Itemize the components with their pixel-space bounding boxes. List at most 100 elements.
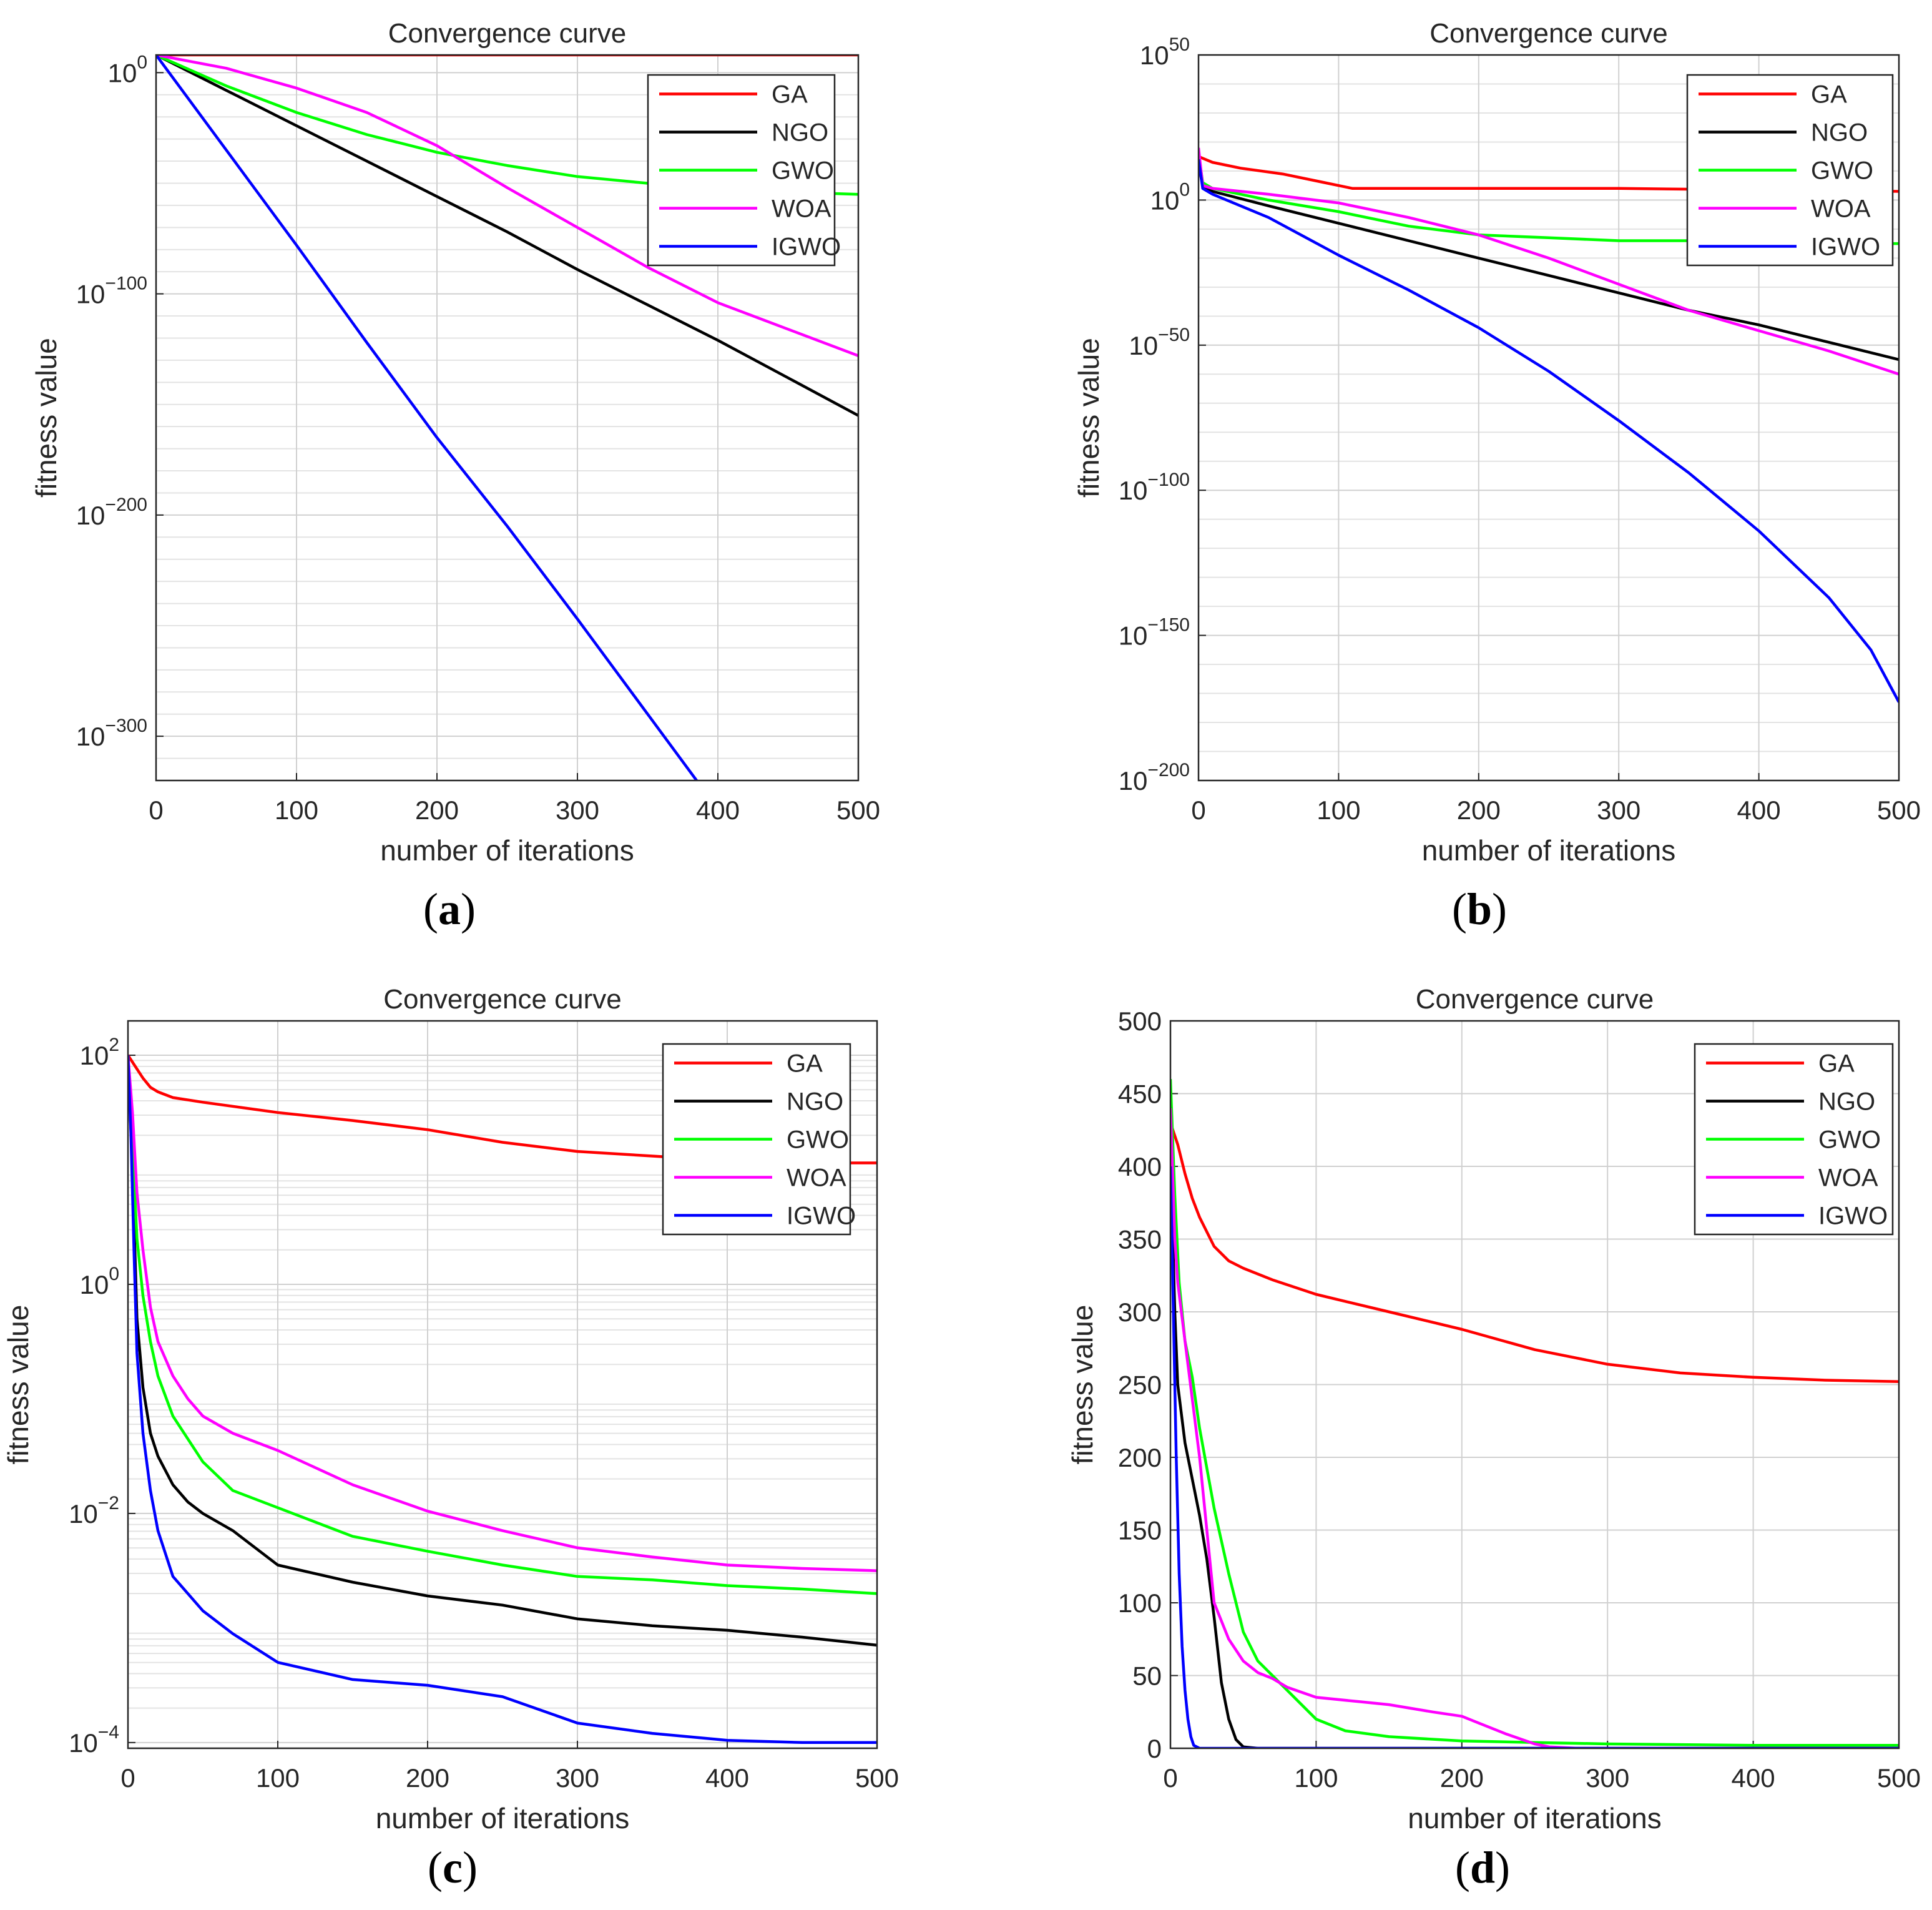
- x-axis-label: number of iterations: [380, 834, 634, 867]
- legend-label-igwo: IGWO: [1811, 234, 1880, 261]
- legend-label-ngo: NGO: [1818, 1088, 1875, 1116]
- series-group: [1170, 1079, 1899, 1748]
- legend-label-igwo: IGWO: [787, 1203, 856, 1230]
- x-tick-label: 400: [1737, 795, 1781, 825]
- legend-label-ngo: NGO: [1811, 119, 1868, 147]
- series-line-woa: [156, 55, 858, 357]
- y-tick-label: 50: [1132, 1661, 1162, 1691]
- x-tick-label: 500: [1877, 1763, 1921, 1793]
- series-line-ga: [1199, 155, 1899, 193]
- legend: GA NGO GWO WOA IGWO: [1686, 74, 1894, 267]
- x-axis-label: number of iterations: [376, 1802, 630, 1834]
- x-axis-label: number of iterations: [1408, 1802, 1662, 1834]
- legend: GA NGO GWO WOA IGWO: [662, 1043, 856, 1236]
- chart-panel-d: 0 50 100 150 200 250 300 350 400 450 500 0 100 200 300…: [1066, 984, 1921, 1893]
- x-tick-label: 0: [1191, 795, 1205, 825]
- y-tick-exponent: −100: [1147, 470, 1190, 490]
- y-tick-exponent: −200: [1147, 760, 1190, 780]
- y-tick-label: 10−200: [76, 495, 147, 530]
- series-line-ngo: [1199, 165, 1899, 362]
- x-tick-label: 200: [1457, 795, 1501, 825]
- series-line-woa: [128, 1055, 877, 1572]
- y-axis-label: fitness value: [2, 1305, 34, 1465]
- legend-label-ga: GA: [787, 1050, 823, 1078]
- x-tick-label: 300: [1586, 1763, 1629, 1793]
- y-tick-label: 10−4: [69, 1722, 119, 1758]
- y-tick-exponent: 0: [1179, 179, 1190, 200]
- y-tick-label: 450: [1118, 1080, 1162, 1109]
- y-axis-label: fitness value: [1066, 1305, 1099, 1465]
- x-tick-label: 0: [120, 1763, 135, 1793]
- y-tick-label: 100: [80, 1264, 119, 1299]
- series-line-ngo: [156, 55, 858, 417]
- x-tick-label: 400: [696, 795, 740, 825]
- legend-label-woa: WOA: [1818, 1164, 1878, 1192]
- series-line-ga: [1170, 1122, 1899, 1384]
- y-tick-label: 1050: [1140, 34, 1190, 70]
- y-tick-label: 10−200: [1119, 760, 1190, 795]
- y-tick-label: 0: [1147, 1734, 1162, 1763]
- panel-label: (c): [428, 1843, 478, 1893]
- chart-title: Convergence curve: [383, 984, 622, 1015]
- series-line-ngo: [128, 1055, 877, 1647]
- plot-frame: [155, 54, 860, 782]
- series-line-woa: [1170, 1108, 1899, 1748]
- legend-label-woa: WOA: [772, 195, 831, 223]
- y-tick-exponent: −2: [98, 1493, 119, 1514]
- x-tick-label: 0: [149, 795, 163, 825]
- legend-label-igwo: IGWO: [772, 234, 841, 261]
- x-tick-label: 200: [415, 795, 459, 825]
- legend-label-woa: WOA: [787, 1164, 846, 1192]
- y-tick-exponent: 2: [109, 1035, 119, 1055]
- x-tick-label: 300: [1597, 795, 1640, 825]
- legend-label-ngo: NGO: [787, 1088, 843, 1116]
- x-tick-label: 500: [1877, 795, 1921, 825]
- plot-frame: [1169, 1020, 1900, 1750]
- series-line-woa: [1199, 147, 1899, 376]
- legend-label-gwo: GWO: [1818, 1126, 1881, 1154]
- legend-label-ngo: NGO: [772, 119, 828, 147]
- chart-title: Convergence curve: [1416, 984, 1654, 1015]
- y-tick-exponent: 0: [137, 52, 147, 72]
- legend-label-woa: WOA: [1811, 195, 1871, 223]
- y-tick-label: 10−100: [76, 273, 147, 309]
- y-tick-exponent: 50: [1169, 34, 1190, 55]
- y-tick-exponent: −4: [98, 1722, 119, 1743]
- x-tick-label: 200: [1440, 1763, 1484, 1793]
- chart-title: Convergence curve: [1429, 18, 1668, 49]
- x-axis-label: number of iterations: [1422, 834, 1676, 867]
- series-line-ngo: [1170, 1151, 1899, 1748]
- x-tick-label: 0: [1163, 1763, 1177, 1793]
- y-tick-exponent: −150: [1147, 615, 1190, 636]
- series-line-igwo: [1199, 159, 1899, 703]
- x-tick-label: 100: [256, 1763, 300, 1793]
- y-tick-label: 200: [1118, 1443, 1162, 1472]
- x-tick-label: 100: [1317, 795, 1360, 825]
- x-tick-label: 200: [406, 1763, 449, 1793]
- x-tick-label: 500: [855, 1763, 899, 1793]
- y-axis-label: fitness value: [1072, 338, 1105, 498]
- series-line-gwo: [128, 1055, 877, 1595]
- y-tick-label: 100: [1118, 1588, 1162, 1618]
- x-tick-label: 400: [705, 1763, 749, 1793]
- panel-label: (d): [1455, 1843, 1510, 1893]
- y-tick-exponent: −100: [105, 273, 147, 294]
- plot-frame: [127, 1020, 878, 1750]
- y-tick-exponent: −300: [105, 716, 147, 736]
- x-tick-label: 100: [1294, 1763, 1338, 1793]
- y-tick-label: 102: [80, 1035, 119, 1070]
- y-tick-label: 10−50: [1129, 325, 1190, 360]
- legend: GA NGO GWO WOA IGWO: [647, 74, 841, 267]
- y-tick-label: 250: [1118, 1371, 1162, 1400]
- y-tick-exponent: −50: [1158, 325, 1190, 345]
- series-group: [1199, 147, 1899, 703]
- y-tick-label: 500: [1118, 1007, 1162, 1036]
- y-tick-label: 10−300: [76, 716, 147, 751]
- legend: GA NGO GWO WOA IGWO: [1694, 1043, 1894, 1236]
- legend-label-igwo: IGWO: [1818, 1203, 1888, 1230]
- x-tick-label: 100: [275, 795, 318, 825]
